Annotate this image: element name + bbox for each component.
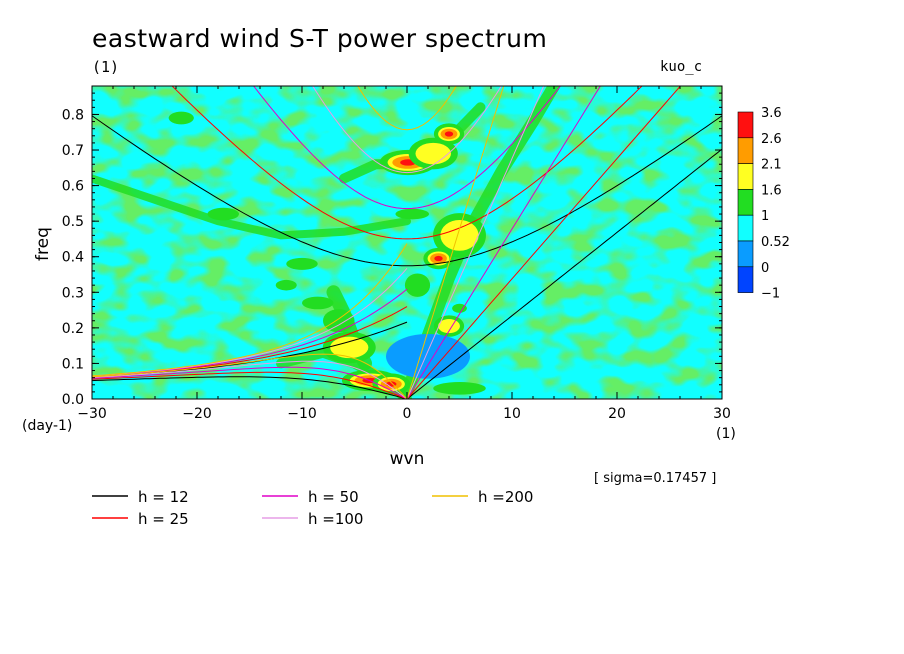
- y-tick-label-4: 0.4: [62, 250, 84, 266]
- chart-title: eastward wind S-T power spectrum: [92, 24, 548, 53]
- blob-8: [444, 131, 454, 137]
- sigma-note: [ sigma=0.17457 ]: [594, 471, 716, 486]
- x-tick-label-4: 10: [503, 406, 521, 422]
- blob-1: [286, 257, 318, 270]
- colorbar-label-1: 2.6: [761, 132, 782, 147]
- axes: −30 −20 −10 0 10 20 30 0.0 0.1 0.2 0.3 0.4 0.5 0.6 0.7…: [22, 85, 736, 486]
- y-tick-label-0: 0.0: [62, 392, 84, 408]
- x-tick-label-0: −30: [77, 406, 107, 422]
- blob-2: [323, 309, 355, 333]
- ig-curve-h200: [357, 86, 457, 131]
- blob-7: [419, 145, 447, 162]
- colorbar-label-5: 0.52: [761, 235, 790, 250]
- x-axis-label: wvn: [390, 449, 425, 469]
- rossby-curve-h200: [92, 353, 408, 399]
- x-tick-label-5: 20: [608, 406, 626, 422]
- kelvin-curve-h100: [406, 86, 545, 399]
- legend-label-3: h =100: [308, 510, 363, 528]
- colorbar-swatch-1: [737, 137, 754, 164]
- chart-subtitle: (1): [92, 58, 120, 76]
- ig-curve-h100: [312, 86, 502, 174]
- blob-18: [302, 296, 334, 310]
- band-ig1: [92, 174, 411, 240]
- x-tick-label-1: −20: [182, 406, 212, 422]
- blob-9: [395, 208, 430, 220]
- colorbar-label-4: 1: [761, 209, 769, 224]
- colorbar-swatch-3: [737, 189, 754, 216]
- blob-0: [168, 111, 194, 125]
- blob-12: [404, 273, 431, 297]
- blob-11: [434, 255, 443, 262]
- ig-curve-h12: [92, 115, 722, 267]
- colorbar-label-0: 3.6: [761, 106, 782, 121]
- rossby-curve-h25: [92, 371, 408, 399]
- heatmap-layer: [92, 86, 722, 399]
- legend-label-0: h = 12: [138, 488, 189, 506]
- legend: h = 12 h = 25 h = 50 h =100 h =200: [92, 488, 533, 528]
- x-tick-label-2: −10: [287, 406, 317, 422]
- rossby-curve-h100: [92, 360, 408, 399]
- blob-17: [275, 279, 297, 291]
- y-tick-label-1: 0.1: [62, 356, 84, 372]
- mrg-curve-h200: [92, 243, 408, 377]
- ig-curve-h25: [171, 86, 643, 240]
- y-tick-label-8: 0.8: [62, 107, 84, 123]
- kelvin-curve-h12: [406, 148, 722, 399]
- y-tick-label-2: 0.2: [62, 321, 84, 337]
- blob-15: [452, 303, 467, 313]
- blob-19: [386, 333, 470, 379]
- x-tick-label-3: 0: [403, 406, 412, 422]
- legend-label-1: h = 25: [138, 510, 189, 528]
- experiment-label: kuo_c: [660, 59, 703, 75]
- colorbar-label-6: 0: [761, 261, 769, 276]
- colorbar-label-7: −1: [761, 287, 780, 302]
- ig-curve-h50: [252, 86, 562, 210]
- x-tick-label-6: 30: [713, 406, 731, 422]
- x-axis-unit: (1): [716, 426, 736, 442]
- dispersion-curves: [92, 86, 722, 399]
- colorbar: 3.6 2.6 2.1 1.6 1 0.52 0 −1: [737, 106, 790, 302]
- blob-16: [207, 207, 239, 221]
- kelvin-curve-h50: [406, 86, 601, 399]
- rossby-curve-h50: [92, 366, 408, 399]
- y-axis-unit: (day-1): [22, 418, 72, 434]
- legend-label-2: h = 50: [308, 488, 359, 506]
- y-tick-label-6: 0.6: [62, 179, 84, 195]
- legend-label-4: h =200: [478, 488, 533, 506]
- colorbar-label-3: 1.6: [761, 183, 782, 198]
- colorbar-swatch-5: [737, 240, 754, 268]
- rossby-curve-h12: [92, 376, 408, 399]
- blob-10: [444, 223, 475, 248]
- colorbar-swatch-4: [737, 214, 754, 242]
- kelvin-curve-h200: [406, 86, 505, 399]
- y-axis-label: freq: [33, 227, 53, 261]
- blob-14: [433, 381, 486, 395]
- colorbar-label-2: 2.1: [761, 158, 782, 173]
- y-tick-label-7: 0.7: [62, 143, 84, 159]
- colorbar-swatch-6: [737, 266, 754, 293]
- colorbar-swatch-0: [737, 111, 754, 139]
- y-tick-label-3: 0.3: [62, 285, 84, 301]
- kelvin-curve-h25: [406, 86, 682, 399]
- colorbar-swatch-2: [737, 163, 754, 190]
- y-tick-label-5: 0.5: [62, 214, 84, 230]
